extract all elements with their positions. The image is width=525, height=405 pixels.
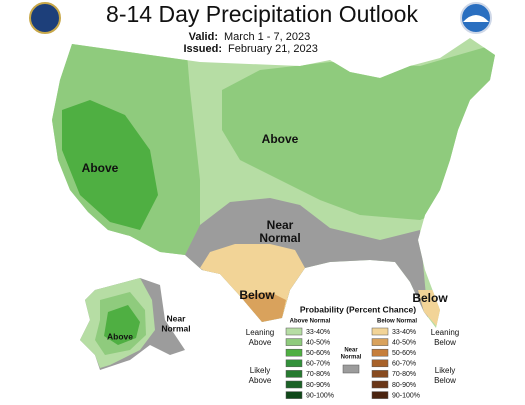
east-above-area	[222, 40, 495, 220]
legend-bin-label: 40-50%	[306, 339, 330, 346]
legend-bin-label: 90-100%	[306, 392, 334, 399]
legend-swatch	[371, 359, 389, 368]
map-label: Above	[82, 161, 119, 175]
legend-side-label: Above	[249, 338, 272, 347]
map-label: Near	[267, 218, 294, 232]
legend-bin-label: 80-90%	[306, 382, 330, 389]
map-label: Near	[167, 313, 187, 323]
map-label: Normal	[161, 323, 190, 333]
legend-swatch	[285, 338, 303, 346]
legend-swatch	[371, 338, 389, 346]
issued-date: February 21, 2023	[228, 43, 318, 55]
legend-bin-label: 90-100%	[392, 392, 420, 399]
florida-below-area	[418, 290, 440, 328]
alaska-above-50	[104, 305, 140, 345]
legend-header: Below Normal	[377, 319, 417, 325]
legend-swatch	[342, 364, 360, 374]
legend-header: Normal	[341, 355, 362, 361]
legend-swatch	[285, 327, 303, 336]
legend-swatch	[285, 359, 303, 368]
legend-swatch	[371, 370, 389, 378]
legend-side-label: Above	[249, 376, 272, 385]
california-above-area	[62, 100, 158, 230]
legend-swatch	[285, 391, 303, 399]
legend-bin-label: 70-80%	[392, 371, 416, 378]
noaa-logo-bird	[463, 15, 489, 22]
valid-date: March 1 - 7, 2023	[224, 31, 310, 43]
map-label: Above	[262, 132, 299, 146]
legend-swatch	[371, 327, 389, 336]
map-label: Normal	[259, 231, 300, 245]
legend-bin-label: 33-40%	[306, 329, 330, 336]
legend-bin-label: 40-50%	[392, 339, 416, 346]
legend-swatch	[371, 391, 389, 399]
legend-swatch	[285, 348, 303, 357]
legend-header: Above Normal	[290, 319, 331, 325]
map-label: Below	[239, 288, 275, 302]
legend-bin-label: 50-60%	[306, 350, 330, 357]
map-label: Above	[107, 331, 133, 341]
likely-below-area	[236, 292, 286, 322]
legend-title: Probability (Percent Chance)	[300, 304, 416, 314]
legend-swatch	[371, 380, 389, 389]
legend-bin-label: 33-40%	[392, 329, 416, 336]
legend-bin-label: 80-90%	[392, 382, 416, 389]
title: 8-14 Day Precipitation Outlook	[106, 1, 418, 27]
issued-label: Issued:	[183, 43, 222, 55]
legend-side-label: Below	[434, 376, 456, 385]
legend-swatch	[371, 348, 389, 357]
legend-side-label: Likely	[435, 366, 455, 375]
legend-bin-label: 60-70%	[306, 361, 330, 368]
map-label: Below	[412, 291, 448, 305]
legend-swatch	[285, 370, 303, 378]
legend-bin-label: 70-80%	[306, 371, 330, 378]
legend-side-label: Likely	[250, 366, 270, 375]
legend-side-label: Leaning	[246, 328, 274, 337]
doc-logo	[29, 2, 61, 34]
valid-label: Valid:	[189, 31, 218, 43]
legend-side-label: Below	[434, 338, 456, 347]
legend-bin-label: 50-60%	[392, 350, 416, 357]
legend-bin-label: 60-70%	[392, 361, 416, 368]
legend-header: Near	[344, 348, 358, 354]
legend-side-label: Leaning	[431, 328, 459, 337]
legend-swatch	[285, 380, 303, 389]
